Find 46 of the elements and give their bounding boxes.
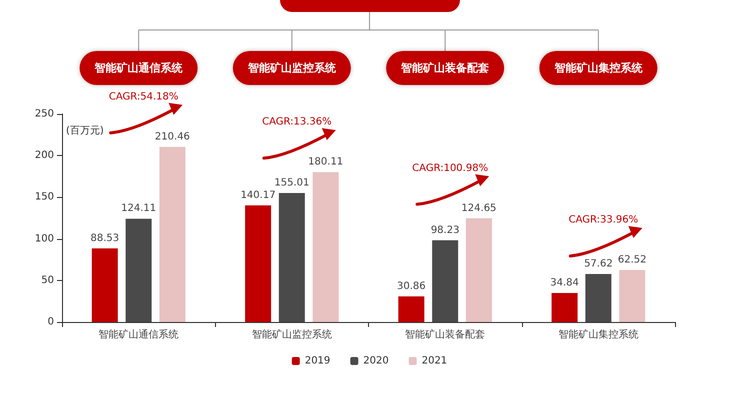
text: 智能矿山装备配套: [400, 62, 490, 74]
y-tick-label: 150: [34, 192, 54, 203]
data-label: 140.17: [240, 190, 276, 201]
bar: [312, 172, 339, 322]
bar: [585, 274, 612, 322]
annotation: CAGR:13.36%: [262, 116, 332, 128]
legend-label: 2019: [304, 356, 330, 366]
data-label: 155.01: [274, 178, 310, 189]
data-label: 98.23: [430, 224, 460, 236]
data-label: 30.86: [397, 280, 426, 292]
bar: [432, 240, 458, 322]
data-label: 124.65: [461, 202, 496, 214]
bar: [92, 248, 118, 322]
y-tick-label: 100: [34, 233, 54, 244]
x-tick-label: 智能矿山通信系统: [98, 328, 179, 340]
data-label: 88.53: [90, 232, 120, 244]
bar: [278, 193, 305, 322]
x-tick-label: 智能矿山集控系统: [558, 328, 638, 340]
y-axis-title: (百万元): [66, 126, 104, 136]
bar: [619, 270, 646, 322]
text: 智能矿山集控系统: [553, 62, 644, 74]
y-tick-label: 50: [41, 274, 54, 286]
bar: [245, 205, 272, 322]
legend-label: 2020: [363, 356, 389, 366]
data-label: 210.46: [154, 131, 190, 142]
bar: [126, 218, 152, 322]
y-tick-label: 0: [48, 316, 54, 328]
annotation: CAGR:100.98%: [412, 162, 488, 174]
y-tick-label: 200: [34, 150, 54, 162]
text: CAGR:54.18%: [108, 91, 178, 102]
bar: [552, 293, 578, 322]
data-label: 62.52: [618, 254, 646, 266]
data-label: 180.11: [308, 156, 344, 168]
data-label: 57.62: [584, 258, 613, 270]
annotation: CAGR:33.96%: [568, 214, 638, 226]
y-tick-label: 250: [34, 108, 54, 120]
bar: [159, 146, 186, 322]
text: 智能矿山通信系统: [94, 62, 184, 74]
data-label: 34.84: [550, 278, 579, 289]
text: 智能矿山监控系统: [246, 62, 337, 74]
legend-label: 2021: [422, 356, 448, 366]
bar: [466, 218, 492, 322]
data-label: 124.11: [121, 203, 156, 214]
bar: [398, 296, 424, 322]
x-tick-label: 智能矿山监控系统: [252, 328, 332, 340]
x-tick-label: 智能矿山装备配套: [405, 328, 486, 340]
